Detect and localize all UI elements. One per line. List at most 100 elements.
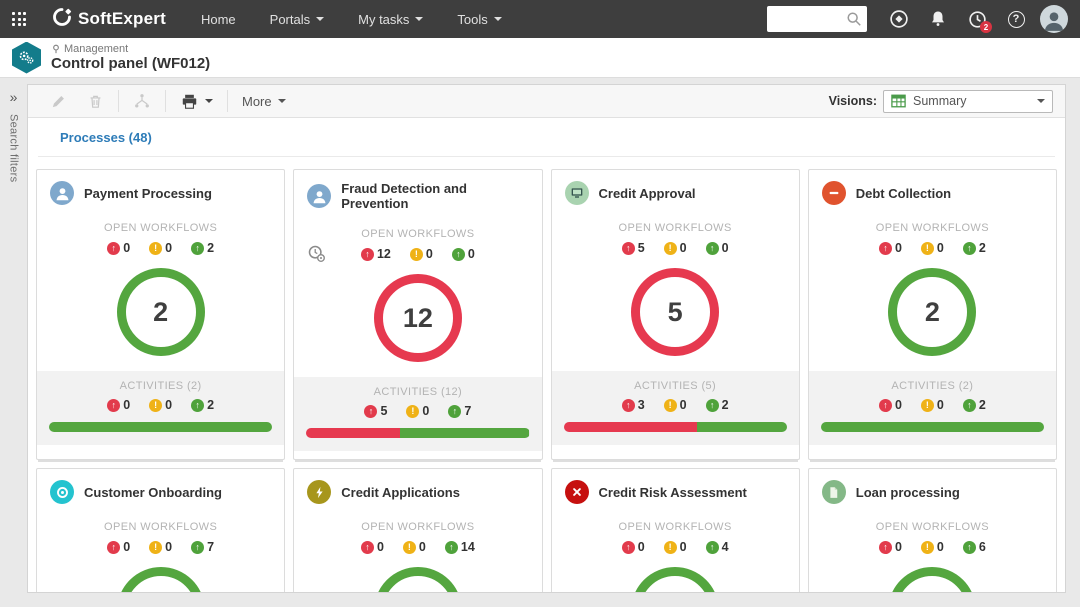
ring-value: 2 [153,296,169,327]
open-workflows-label: OPEN WORKFLOWS [104,222,218,234]
activities-progress-bar [820,422,1044,432]
late-status-icon [621,540,635,554]
chevron-down-icon [316,17,325,21]
process-title: Debt Collection [855,185,952,201]
activities-progress-bar [49,422,273,432]
ontime-status-icon [962,241,976,255]
process-title: Fraud Detection and Prevention [341,181,467,211]
status-count: 6 [962,540,986,554]
x-avatar-icon [564,480,589,504]
activities-counts: 3 0 2 [564,398,787,412]
status-count: 0 [409,247,433,261]
search-icon [847,12,861,26]
activities-panel: ACTIVITIES (12) 5 0 7 [294,377,542,451]
open-workflow-counts: 12 0 0 [294,245,541,262]
explore-icon[interactable] [884,4,914,34]
process-card[interactable]: Debt Collection OPEN WORKFLOWS 0 0 2 2 A… [807,169,1057,460]
activities-counts: 0 0 2 [821,398,1044,412]
status-count: 0 [149,398,172,412]
activities-progress-bar [306,428,530,438]
notifications-bell-icon[interactable] [923,4,953,34]
warning-status-icon [149,540,163,554]
status-count: 0 [878,241,902,255]
activities-progress-bar [563,422,787,432]
ontime-status-icon [962,540,976,554]
ontime-status-icon [705,540,719,554]
process-card[interactable]: Fraud Detection and Prevention OPEN WORK… [293,169,543,460]
flowchart-icon[interactable] [123,85,161,118]
page-title: Control panel (WF012) [51,55,211,73]
nav-item-home[interactable]: Home [200,11,236,27]
process-card[interactable]: Customer Onboarding OPEN WORKFLOWS 0 0 7… [36,468,286,592]
process-card[interactable]: Credit Risk Assessment OPEN WORKFLOWS 0 … [550,468,800,592]
open-workflow-counts: 0 0 2 [37,241,284,255]
status-count: 12 [360,247,391,261]
process-card[interactable]: Credit Approval OPEN WORKFLOWS 5 0 0 5 A… [550,169,800,460]
open-workflow-counts: 0 0 7 [37,540,284,554]
open-workflow-counts: 0 0 4 [552,540,799,554]
nav-item-portals[interactable]: Portals [253,0,341,38]
status-count: 0 [920,241,944,255]
apps-grid-icon[interactable] [0,0,38,38]
visions-select[interactable]: Summary [883,89,1053,113]
late-status-icon [107,241,121,255]
open-workflow-counts: 0 0 6 [809,540,1056,554]
monitor-avatar-icon [564,181,589,205]
process-title: Credit Risk Assessment [598,484,747,500]
status-count: 3 [621,398,645,412]
chevron-down-icon [415,17,424,21]
ontime-status-icon [444,540,458,554]
expand-filters-icon[interactable]: » [9,89,18,105]
processes-link[interactable]: Processes (48) [60,130,152,145]
process-grid: Payment Processing OPEN WORKFLOWS 0 0 2 … [28,157,1065,592]
open-workflows-ring: 6 [888,567,977,592]
process-card[interactable]: Loan processing OPEN WORKFLOWS 0 0 6 6 [807,468,1057,592]
process-card[interactable]: Credit Applications OPEN WORKFLOWS 0 0 1… [293,468,543,592]
process-card[interactable]: Payment Processing OPEN WORKFLOWS 0 0 2 … [36,169,286,460]
status-count: 0 [663,398,687,412]
open-workflows-ring: 2 [116,268,205,356]
status-count: 0 [360,540,384,554]
search-filters-strip: » Search filters [0,84,27,593]
search-input[interactable] [767,6,867,32]
nav-item-tools[interactable]: Tools [440,0,518,38]
status-count: 14 [444,540,475,554]
nav-item-my-tasks[interactable]: My tasks [341,0,440,38]
section-header: Processes (48) [38,118,1055,157]
chevron-down-icon [277,99,286,103]
status-count: 7 [191,540,214,554]
print-button[interactable] [170,85,223,118]
warning-status-icon [663,241,677,255]
workflow-module-icon[interactable] [12,41,41,74]
brand-logo[interactable]: SoftExpert [52,7,166,32]
chevron-down-icon [493,17,502,21]
late-status-icon [878,241,892,255]
open-workflows-label: OPEN WORKFLOWS [618,521,732,533]
process-title: Credit Applications [341,484,460,500]
process-title: Loan processing [855,484,960,500]
open-workflows-label: OPEN WORKFLOWS [875,222,989,234]
chevron-down-icon [1037,99,1045,103]
late-status-icon [360,540,374,554]
open-workflow-counts: 5 0 0 [552,241,799,255]
pending-count-badge: 2 [980,21,992,33]
user-avatar[interactable] [1040,5,1068,33]
ontime-status-icon [962,398,976,412]
ontime-status-icon [191,398,205,412]
open-workflows-ring: 2 [888,268,977,356]
activities-label: ACTIVITIES (12) [373,386,463,398]
pending-tasks-clock-icon[interactable]: 2 [962,4,992,34]
late-status-icon [878,398,892,412]
process-title: Customer Onboarding [84,484,222,500]
toolbar: More Visions: Summary [28,85,1065,118]
status-count: 0 [107,540,130,554]
edit-pencil-icon[interactable] [40,85,77,118]
print-dropdown-icon[interactable] [205,99,213,103]
activities-panel: ACTIVITIES (2) 0 0 2 [808,371,1056,445]
open-workflow-counts: 0 0 2 [809,241,1056,255]
warning-status-icon [409,247,423,261]
help-icon[interactable]: ? [1001,4,1031,34]
more-button[interactable]: More [232,85,296,118]
delete-trash-icon[interactable] [77,85,114,118]
breadcrumb: Management Control panel (WF012) [0,38,1080,78]
